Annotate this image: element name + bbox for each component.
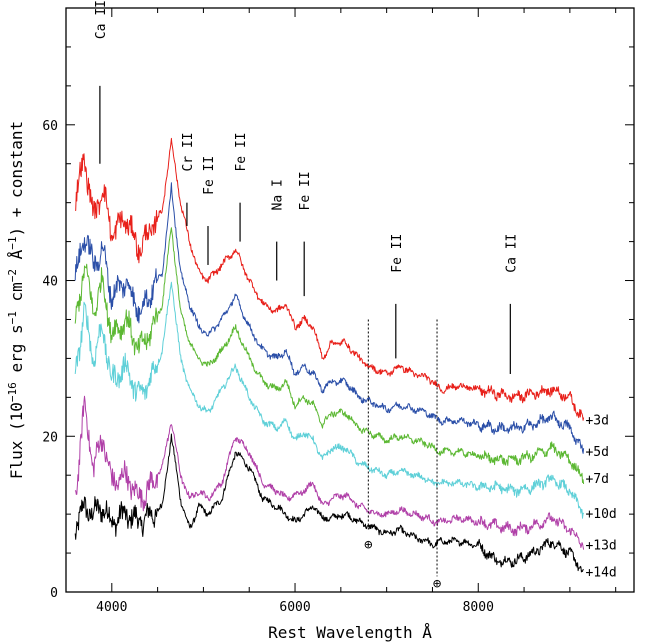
line-identifications: Ca II Cr II Fe II Fe II Na I Fe II Fe II Ca II (94, 0, 519, 374)
x-tick-label: 4000 (96, 600, 127, 615)
spectrum-line (74, 227, 585, 485)
y-tick-label: 40 (42, 275, 58, 290)
y-label-mid2: cm (7, 282, 26, 311)
y-label-post: ) + constant (7, 121, 26, 237)
telluric-symbol: ⊕ (364, 537, 373, 553)
y-label-exp4: −1 (6, 236, 19, 249)
y-tick-label: 0 (50, 586, 58, 601)
epoch-label: +13d (585, 538, 616, 553)
epoch-label: +10d (585, 507, 616, 522)
spectrum-line (74, 281, 585, 519)
x-tick-label: 6000 (279, 600, 310, 615)
axis-tick-labels: 4000 6000 8000 0 20 40 60 (42, 119, 494, 615)
epoch-label: +14d (585, 566, 616, 581)
line-id-label: Cr II (181, 132, 196, 171)
y-label-pre: Flux (10 (7, 402, 26, 479)
spectrum-line (74, 395, 585, 550)
spectra-series (74, 137, 585, 573)
epoch-label: +7d (585, 472, 608, 487)
y-label-mid3: Å (7, 249, 26, 269)
y-label-exp3: −2 (6, 269, 19, 282)
line-id-label: Fe II (298, 171, 313, 210)
epoch-label: +3d (585, 414, 608, 429)
y-label-mid1: erg s (7, 324, 26, 382)
telluric-symbol: ⊕ (433, 576, 442, 592)
line-id-label: Ca II (94, 0, 109, 39)
epoch-labels: +3d +5d +7d +10d +13d +14d (585, 414, 616, 581)
line-id-label: Fe II (390, 234, 405, 273)
spectrum-line (74, 182, 585, 454)
spectrum-line (74, 433, 584, 573)
x-tick-label: 8000 (463, 600, 494, 615)
line-id-label: Ca II (504, 234, 519, 273)
line-id-label: Fe II (234, 132, 249, 171)
spectrum-line (74, 137, 585, 421)
telluric-markers: ⊕⊕ (364, 319, 442, 592)
y-tick-label: 60 (42, 119, 58, 134)
line-id-label: Fe II (202, 156, 217, 195)
y-axis-label: Flux (10−16 erg s−1 cm−2 Å−1) + constant (6, 121, 27, 479)
plot-frame (65, 7, 635, 593)
axis-ticks (65, 7, 634, 593)
x-axis-label: Rest Wavelength Å (268, 623, 432, 642)
epoch-label: +5d (585, 445, 608, 460)
y-tick-label: 20 (42, 430, 58, 445)
line-id-label: Na I (271, 179, 286, 210)
y-label-exp2: −1 (6, 311, 19, 324)
y-label-exp1: −16 (6, 382, 19, 402)
